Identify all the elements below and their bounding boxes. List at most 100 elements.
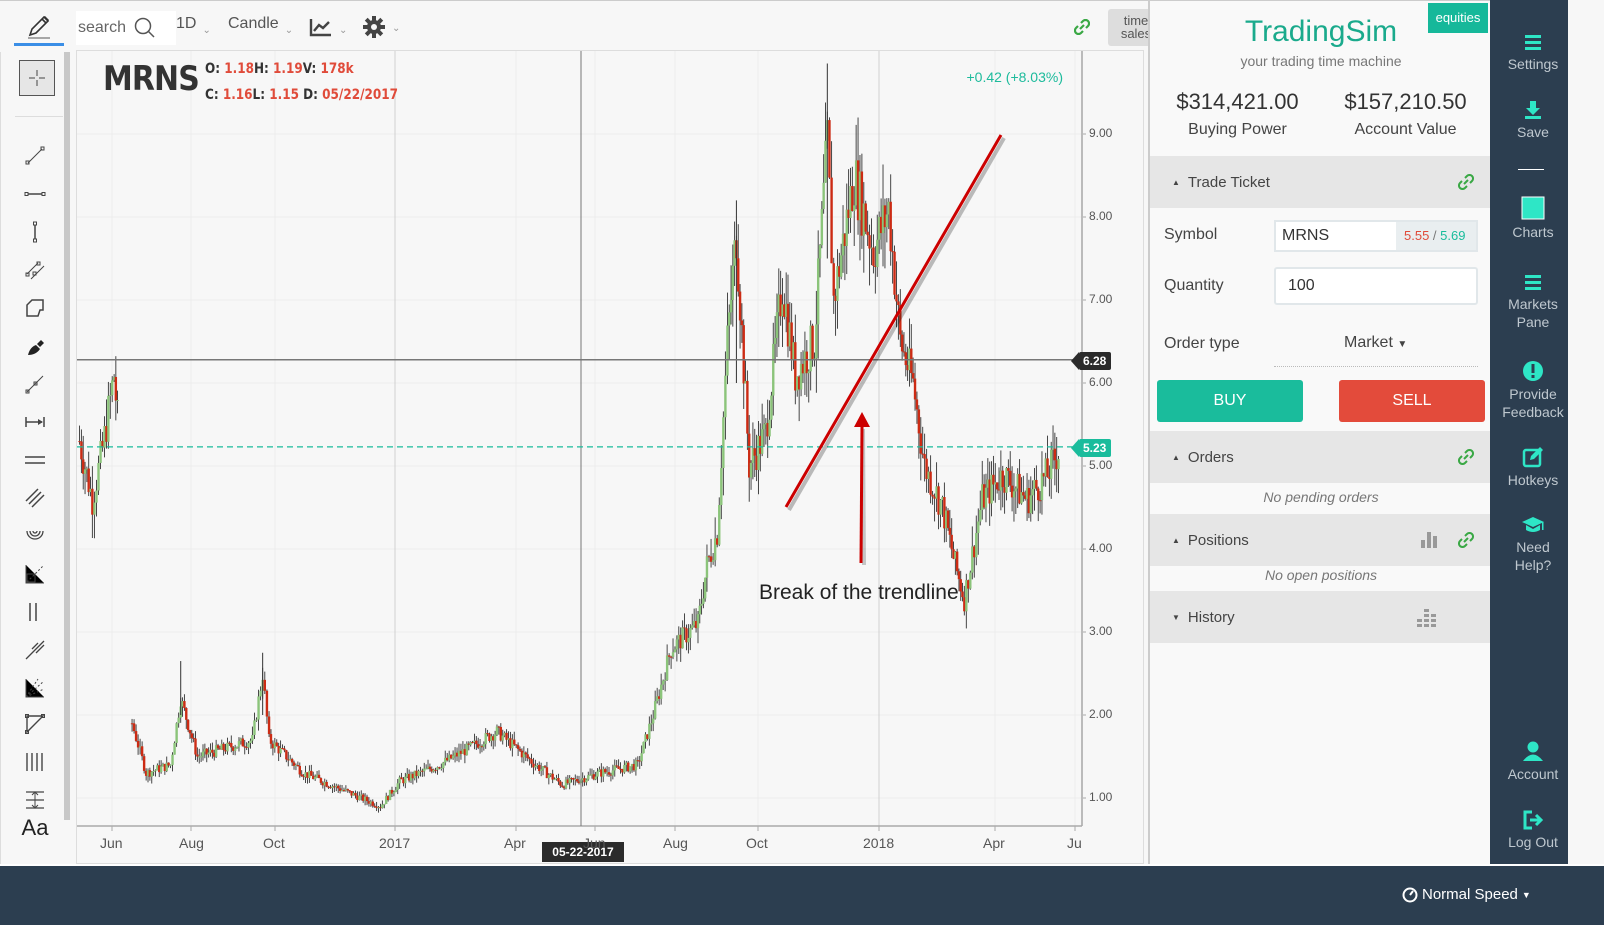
symbol-field: MRNS 5.55 / 5.69 (1274, 220, 1478, 252)
volume-value: 178k (320, 61, 354, 77)
text-tool[interactable]: Aa (17, 812, 53, 844)
interval-dropdown[interactable]: 1D ⌄ (176, 15, 211, 36)
price-chart[interactable]: MRNS O: 1.18H: 1.19V: 178k C: 1.16L: 1.1… (76, 50, 1144, 864)
drawing-tools-toggle[interactable] (14, 7, 64, 46)
open-value: 1.18 (224, 61, 254, 77)
trend-line-tool-icon (25, 146, 45, 165)
fib-circles-tool[interactable] (17, 520, 53, 552)
market-type-badge[interactable]: equities (1428, 3, 1488, 33)
nav-feedback-label-1: Provide (1509, 386, 1557, 402)
symbol-search-input[interactable]: search (76, 11, 176, 45)
pitchfork-tool[interactable] (17, 634, 53, 666)
indicators-dropdown[interactable]: ⌄ (309, 17, 347, 37)
nav-need-help[interactable]: Need Help? (1490, 515, 1576, 574)
nav-divider (1518, 169, 1544, 170)
x-axis-tick: Apr (983, 835, 1005, 851)
low-label: L: (252, 87, 266, 103)
order-type-dropdown[interactable]: Market ▼ (1344, 334, 1407, 352)
nav-provide-feedback[interactable]: Provide Feedback (1490, 360, 1576, 421)
candlestick-plot[interactable] (77, 51, 1145, 865)
measure-tool[interactable] (17, 406, 53, 438)
ray-tool[interactable] (17, 368, 53, 400)
y-axis-tick: 4.00 (1089, 541, 1113, 555)
speed-dropdown[interactable]: Normal Speed ▼ (1402, 886, 1531, 903)
bar-chart-icon[interactable] (1420, 530, 1440, 552)
nav-charts-label: Charts (1512, 224, 1554, 240)
trade-ticket-title: Trade Ticket (1187, 173, 1270, 191)
search-icon[interactable] (134, 17, 156, 39)
nav-save-label: Save (1517, 124, 1549, 140)
sell-button[interactable]: SELL (1339, 380, 1485, 422)
parallel-channel-tool[interactable] (17, 254, 53, 286)
link-icon[interactable] (1457, 448, 1475, 469)
polyline-tool[interactable] (17, 292, 53, 324)
list-icon (1525, 275, 1541, 290)
date-value: 05/22/2017 (322, 87, 398, 103)
drawing-toolbar: Aa (0, 52, 70, 864)
fib-fan-tool[interactable] (17, 672, 53, 704)
history-title: History (1187, 608, 1235, 626)
nav-account[interactable]: Account (1490, 740, 1576, 783)
time-cycles-tool-icon (26, 753, 43, 771)
nav-settings[interactable]: Settings (1490, 34, 1576, 73)
open-label: O: (205, 61, 221, 77)
toolbar-scrollbar[interactable] (64, 52, 70, 820)
symbol-input[interactable]: MRNS (1276, 222, 1396, 250)
nav-logout-label: Log Out (1508, 834, 1558, 850)
horizontal-lines-tool[interactable] (17, 444, 53, 476)
active-tab-indicator (14, 43, 64, 46)
volume-label: V: (302, 61, 317, 77)
vertical-segment-tool[interactable] (17, 216, 53, 248)
trend-line-tool[interactable] (17, 140, 53, 172)
nav-hotkeys[interactable]: Hotkeys (1490, 446, 1576, 489)
chart-settings-dropdown[interactable]: ⌄ (362, 15, 400, 39)
trade-ticket-header[interactable]: ▲ Trade Ticket (1150, 156, 1492, 208)
chevron-down-icon: ⌄ (202, 25, 211, 36)
gann-box-tool[interactable] (17, 558, 53, 590)
chevron-down-icon: ⌄ (339, 25, 348, 36)
x-axis-tick: 2018 (863, 835, 895, 851)
positions-header[interactable]: ▲ Positions (1150, 514, 1492, 566)
horizontal-segment-tool[interactable] (17, 178, 53, 210)
indicators-chart-icon (309, 19, 331, 37)
orders-header[interactable]: ▲ Orders (1150, 431, 1492, 483)
history-header[interactable]: ▼ History (1150, 591, 1492, 643)
quantity-input[interactable]: 100 (1274, 267, 1478, 305)
history-grid-icon[interactable] (1416, 609, 1438, 631)
x-axis-tick: Apr (504, 835, 526, 851)
pencil-icon (28, 15, 50, 39)
vertical-lines-tool[interactable] (17, 596, 53, 628)
nav-log-out[interactable]: Log Out (1490, 810, 1576, 851)
positions-empty-message: No open positions (1264, 567, 1378, 583)
link-icon[interactable] (1457, 531, 1475, 552)
low-value: 1.15 (269, 87, 299, 103)
link-chart-button[interactable] (1073, 18, 1091, 40)
logout-icon (1523, 810, 1544, 830)
x-axis-tick: Oct (746, 835, 768, 851)
chart-type-dropdown[interactable]: Candle ⌄ (228, 15, 293, 36)
nav-charts[interactable]: Charts (1490, 196, 1576, 241)
price-range-tool[interactable] (17, 784, 53, 816)
trendline-annotation-text[interactable]: Break of the trendline (759, 581, 959, 604)
y-axis-tick: 5.00 (1089, 458, 1113, 472)
link-icon[interactable] (1457, 173, 1475, 194)
chart-type-value: Candle (228, 15, 279, 32)
crosshair-tool[interactable] (19, 60, 55, 96)
pitchfork-tool-icon (25, 640, 45, 660)
account-value: $157,210.50 Account Value (1320, 89, 1491, 139)
regression-channel-tool[interactable] (17, 482, 53, 514)
buying-power-value: $314,421.00 (1176, 89, 1299, 114)
nav-help-label-2: Help? (1514, 557, 1552, 573)
caret-down-icon: ▼ (1521, 889, 1531, 900)
buy-button[interactable]: BUY (1157, 380, 1303, 422)
brand-logo: TradingSim (1244, 15, 1398, 48)
ohlc-row-1: O: 1.18H: 1.19V: 178k (205, 61, 354, 77)
time-cycles-tool[interactable] (17, 746, 53, 778)
triangle-tool[interactable] (17, 708, 53, 740)
y-axis-tick: 7.00 (1089, 292, 1113, 306)
nav-markets-pane[interactable]: Markets Pane (1490, 274, 1576, 331)
nav-save[interactable]: Save (1490, 100, 1576, 141)
brand-tagline: your trading time machine (1240, 53, 1402, 69)
brush-tool[interactable] (17, 330, 53, 362)
caret-up-icon: ▲ (1172, 177, 1180, 187)
